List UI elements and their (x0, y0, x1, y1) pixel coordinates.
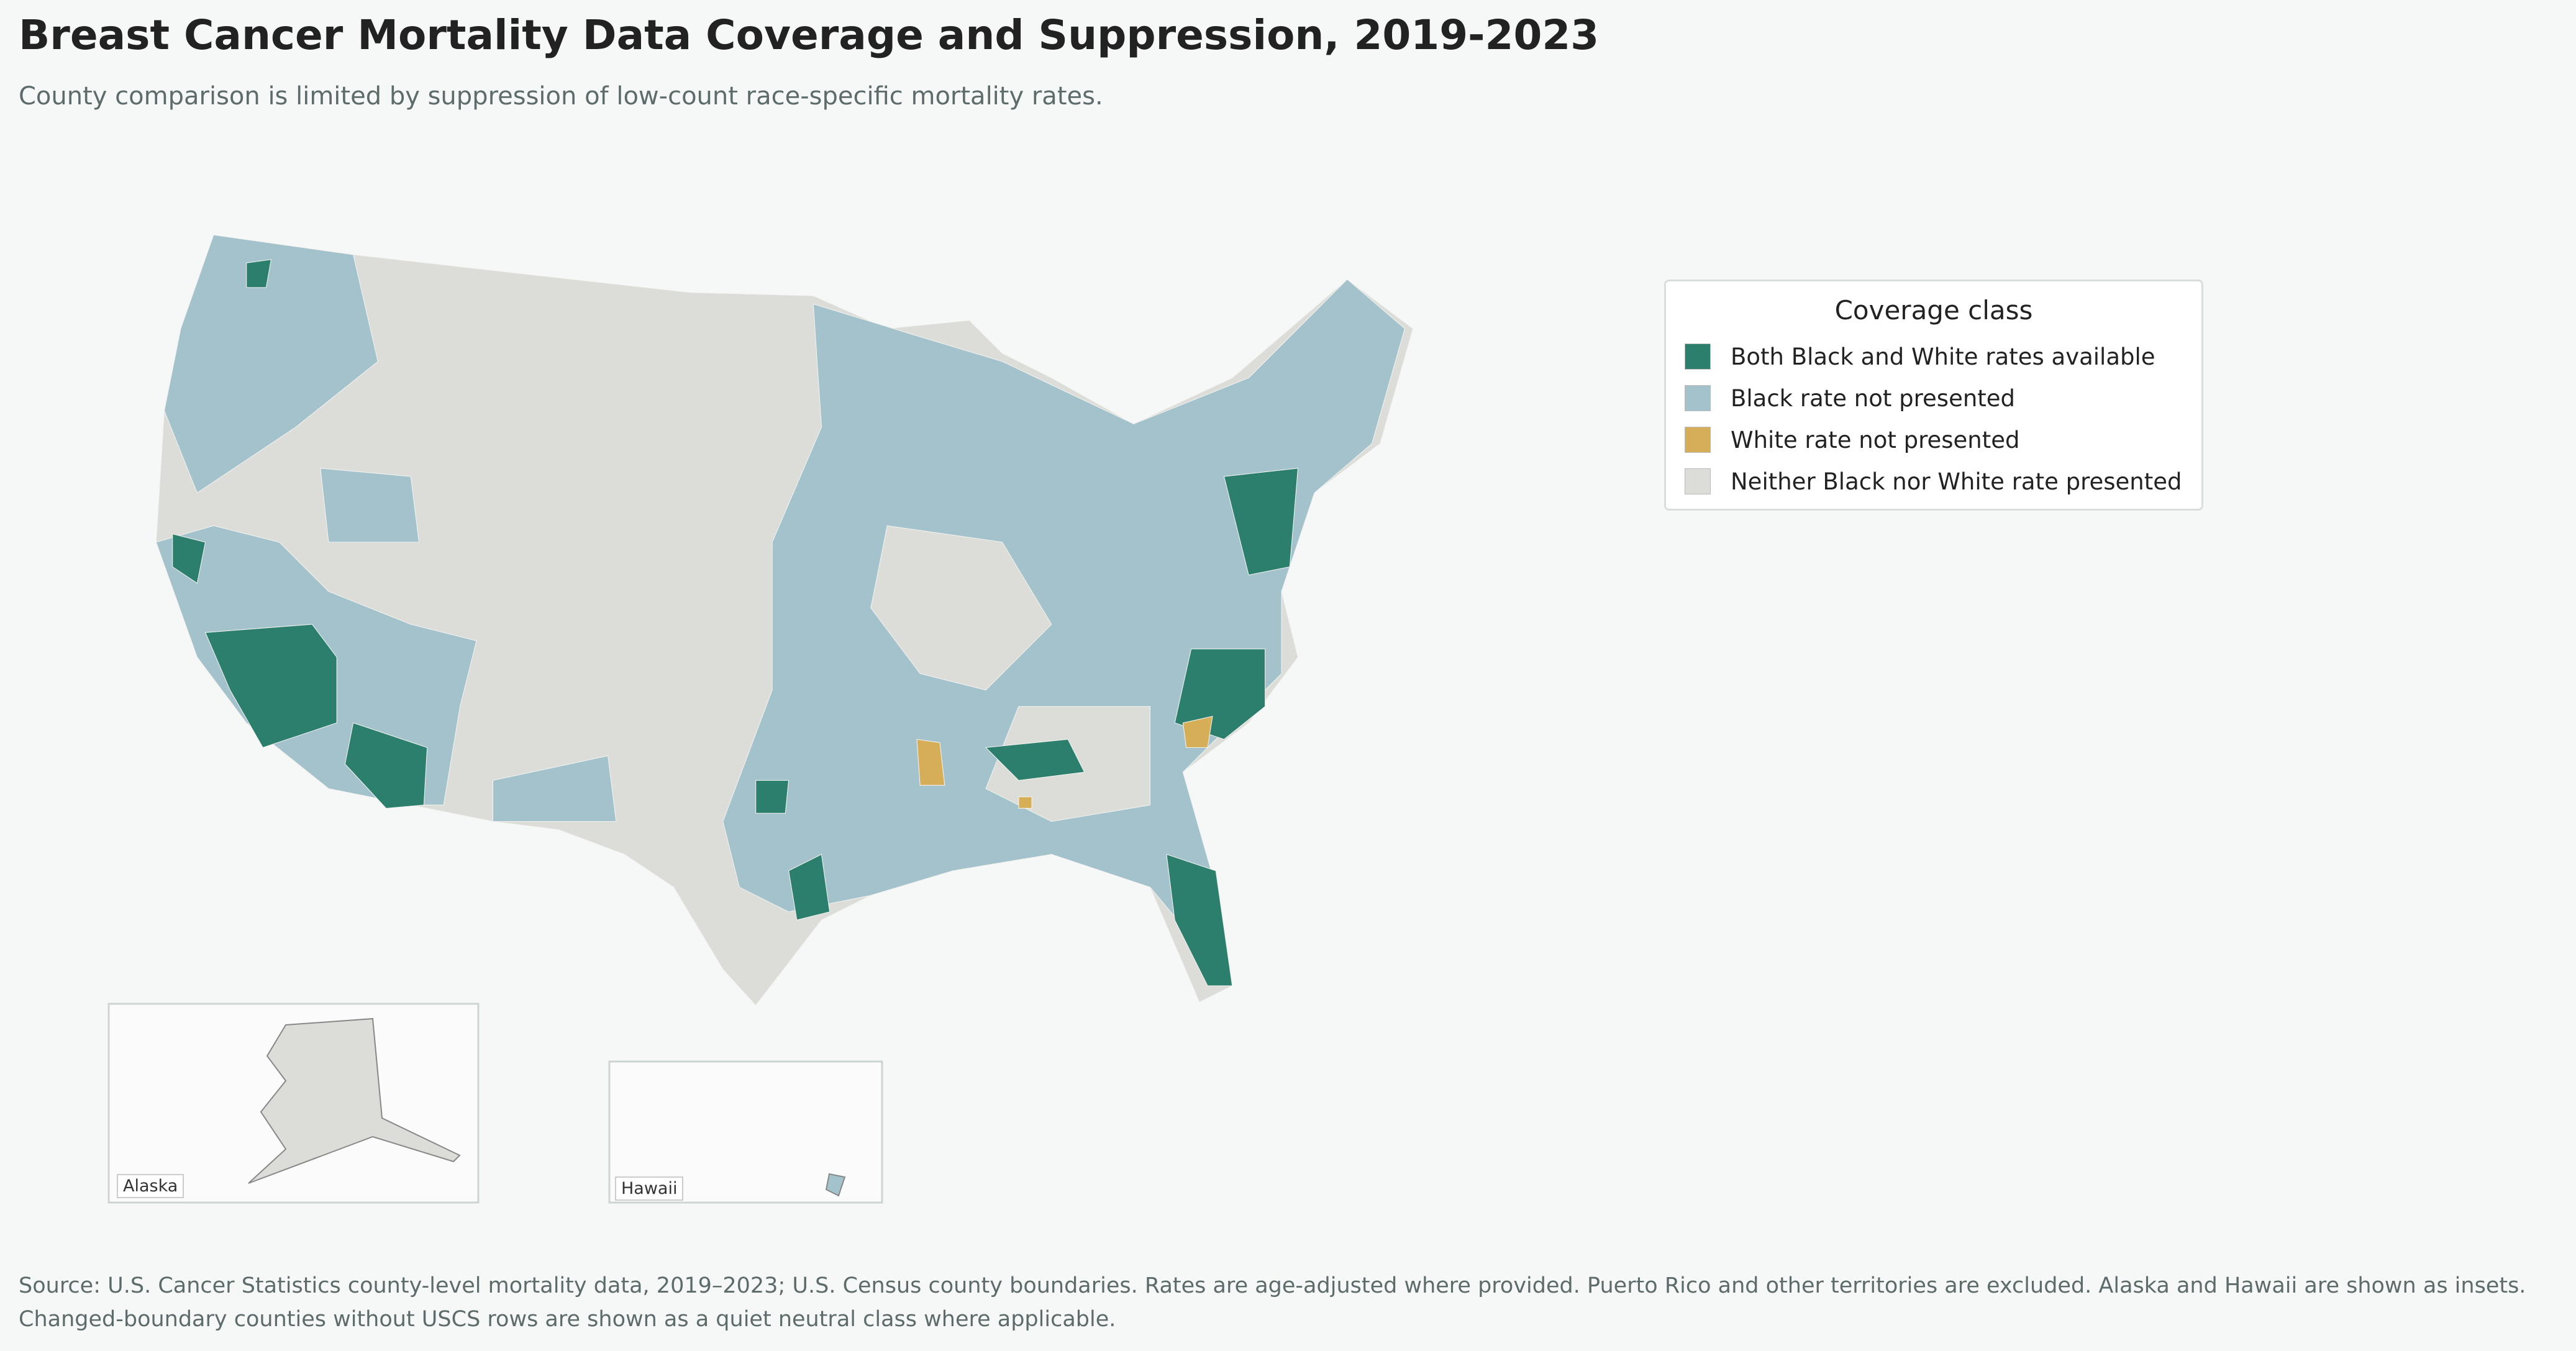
region-blue (320, 468, 420, 543)
region-green (1166, 853, 1233, 986)
region-yellow (1018, 796, 1032, 809)
legend-label: Black rate not presented (1731, 384, 2016, 412)
region-green (344, 722, 428, 809)
legend-swatch (1685, 468, 1711, 494)
region-yellow (1182, 716, 1213, 748)
inset-label: Hawaii (615, 1176, 684, 1201)
region-green (788, 853, 831, 921)
legend-item: Both Black and White rates available (1685, 342, 2155, 371)
legend-item: White rate not presented (1685, 425, 2020, 454)
region-blue (722, 278, 1406, 987)
region-green (246, 259, 272, 288)
legend-swatch (1685, 385, 1711, 411)
legend-title: Coverage class (1834, 295, 2033, 325)
region-blue (492, 755, 617, 822)
inset-label: Alaska (117, 1174, 184, 1198)
legend-item: Neither Black nor White rate presented (1685, 467, 2182, 496)
map (107, 234, 1414, 1204)
legend-label: White rate not presented (1731, 426, 2020, 453)
footer: Source: U.S. Cancer Statistics county-le… (19, 1273, 2526, 1298)
alaska-land (248, 1017, 461, 1184)
region-blue (163, 234, 378, 494)
subtitle: County comparison is limited by suppress… (19, 82, 1103, 111)
legend-label: Both Black and White rates available (1731, 343, 2155, 370)
hawaii-land (825, 1173, 846, 1197)
region-green (204, 624, 337, 748)
title: Breast Cancer Mortality Data Coverage an… (19, 11, 1600, 59)
footer: Changed-boundary counties without USCS r… (19, 1307, 1116, 1332)
region-gray (870, 525, 1052, 691)
legend-item: Black rate not presented (1685, 384, 2015, 412)
region-yellow (916, 739, 945, 786)
region-green (1174, 648, 1266, 740)
region-green (172, 533, 206, 584)
legend-swatch (1685, 427, 1711, 453)
region-green (985, 739, 1085, 781)
legend-swatch (1685, 343, 1711, 370)
legend: Coverage class Both Black and White rate… (1664, 280, 2203, 511)
region-green (1223, 468, 1299, 576)
region-green (755, 780, 790, 814)
legend-label: Neither Black nor White rate presented (1731, 468, 2182, 495)
